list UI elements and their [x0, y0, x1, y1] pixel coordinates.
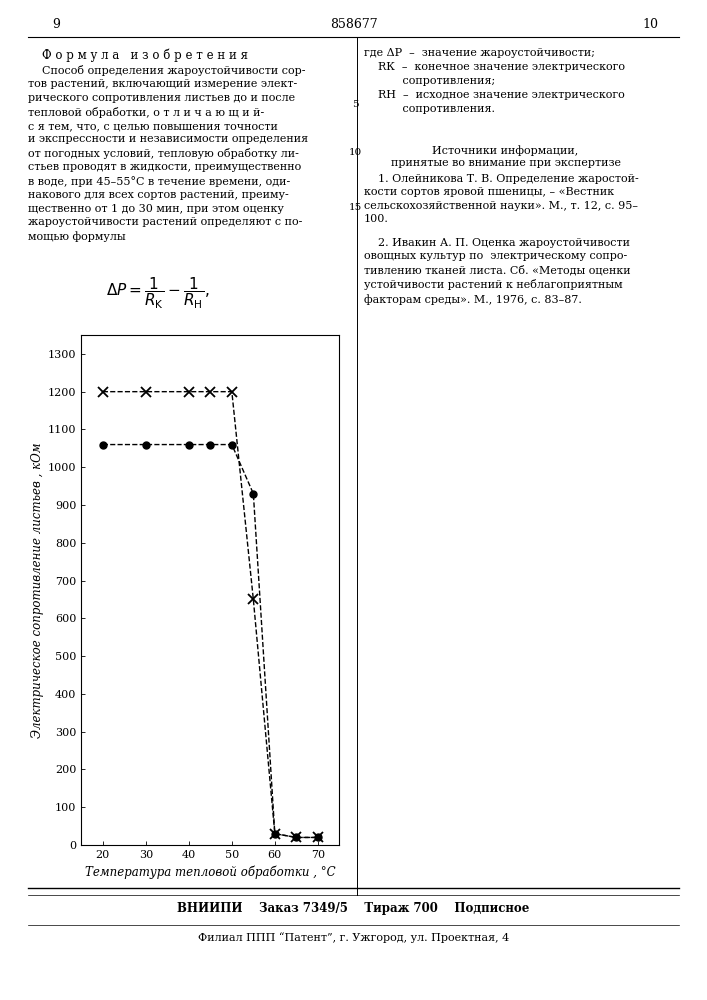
Text: 2. Ивакин А. П. Оценка жароустойчивости
овощных культур по  электрическому сопро: 2. Ивакин А. П. Оценка жароустойчивости …	[364, 238, 631, 305]
Text: 10: 10	[349, 148, 362, 157]
Text: ВНИИПИ    Заказ 7349/5    Тираж 700    Подписное: ВНИИПИ Заказ 7349/5 Тираж 700 Подписное	[177, 902, 530, 915]
Text: где ΔP  –  значение жароустойчивости;
    RК  –  конечное значение электрическог: где ΔP – значение жароустойчивости; RК –…	[364, 48, 625, 114]
Text: 9: 9	[52, 18, 61, 31]
X-axis label: Температура тепловой обработки , °C: Температура тепловой обработки , °C	[85, 865, 336, 879]
Text: 5: 5	[352, 100, 359, 109]
Text: Филиал ППП “Патент”, г. Ужгород, ул. Проектная, 4: Филиал ППП “Патент”, г. Ужгород, ул. Про…	[198, 932, 509, 943]
Text: 858677: 858677	[329, 18, 378, 31]
Text: Источники информации,
принятые во внимание при экспертизе: Источники информации, принятые во вниман…	[390, 145, 621, 168]
Text: 10: 10	[643, 18, 658, 31]
Text: 1. Олейникова Т. В. Определение жаростой-
кости сортов яровой пшеницы, – «Вестни: 1. Олейникова Т. В. Определение жаростой…	[364, 174, 639, 224]
Text: Ф о р м у л а   и з о б р е т е н и я: Ф о р м у л а и з о б р е т е н и я	[42, 48, 248, 62]
Text: $\Delta P = \dfrac{1}{R_{\rm K}} - \dfrac{1}{R_{\rm H}},$: $\Delta P = \dfrac{1}{R_{\rm K}} - \dfra…	[106, 276, 209, 311]
Text: 15: 15	[349, 203, 362, 212]
Y-axis label: Электрическое сопротивление листьев , кОм: Электрическое сопротивление листьев , кО…	[31, 442, 44, 738]
Text: Способ определения жароустойчивости сор-
тов растений, включающий измерение элек: Способ определения жароустойчивости сор-…	[28, 65, 308, 242]
